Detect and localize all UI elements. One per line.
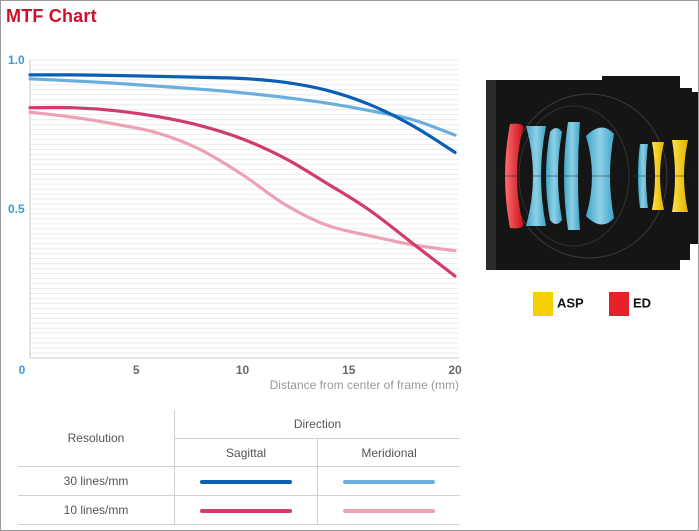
asp-color-swatch — [533, 292, 553, 316]
ed-legend-item: ED — [609, 292, 651, 316]
row-30-lines-label: 30 lines/mm — [18, 466, 175, 496]
ed-label: ED — [633, 295, 652, 311]
swatch-sagittal-30 — [200, 479, 293, 484]
series-line-s30 — [28, 73, 457, 154]
asp-label: ASP — [557, 295, 584, 311]
swatch-cell — [173, 466, 318, 496]
swatch-cell — [173, 495, 318, 525]
resolution-header: Resolution — [18, 410, 175, 467]
direction-header: Direction — [174, 410, 460, 439]
meridional-header: Meridional — [317, 438, 460, 467]
mtf-plot: 0 5 10 15 20 0.5 1.0 Distance from center of f… — [8, 53, 462, 392]
series-line-m30 — [28, 77, 457, 137]
x-tick-label: 20 — [448, 363, 462, 377]
lens-diagram — [486, 76, 698, 270]
ed-color-swatch — [609, 292, 629, 316]
swatch-meridional-10 — [343, 508, 436, 513]
lens-barrel-shading — [486, 80, 496, 270]
asp-legend-item: ASP — [533, 292, 584, 316]
series-line-s10 — [28, 105, 457, 278]
sagittal-header: Sagittal — [173, 438, 318, 467]
series-line-m10 — [28, 110, 457, 253]
swatch-cell — [317, 466, 460, 496]
legend-table: Resolution Direction Sagittal Meridional… — [18, 410, 460, 525]
x-tick-label: 10 — [236, 363, 250, 377]
x-tick-label: 0 — [19, 363, 26, 377]
row-10-lines-label: 10 lines/mm — [18, 495, 175, 525]
x-axis-label: Distance from center of frame (mm) — [270, 378, 459, 392]
swatch-sagittal-10 — [200, 508, 293, 513]
y-tick-label: 0.5 — [8, 202, 25, 216]
y-tick-label: 1.0 — [8, 53, 25, 67]
swatch-cell — [317, 495, 460, 525]
x-tick-label: 15 — [342, 363, 356, 377]
chart-title: MTF Chart — [6, 6, 97, 26]
x-tick-label: 5 — [133, 363, 140, 377]
swatch-meridional-30 — [343, 479, 436, 484]
